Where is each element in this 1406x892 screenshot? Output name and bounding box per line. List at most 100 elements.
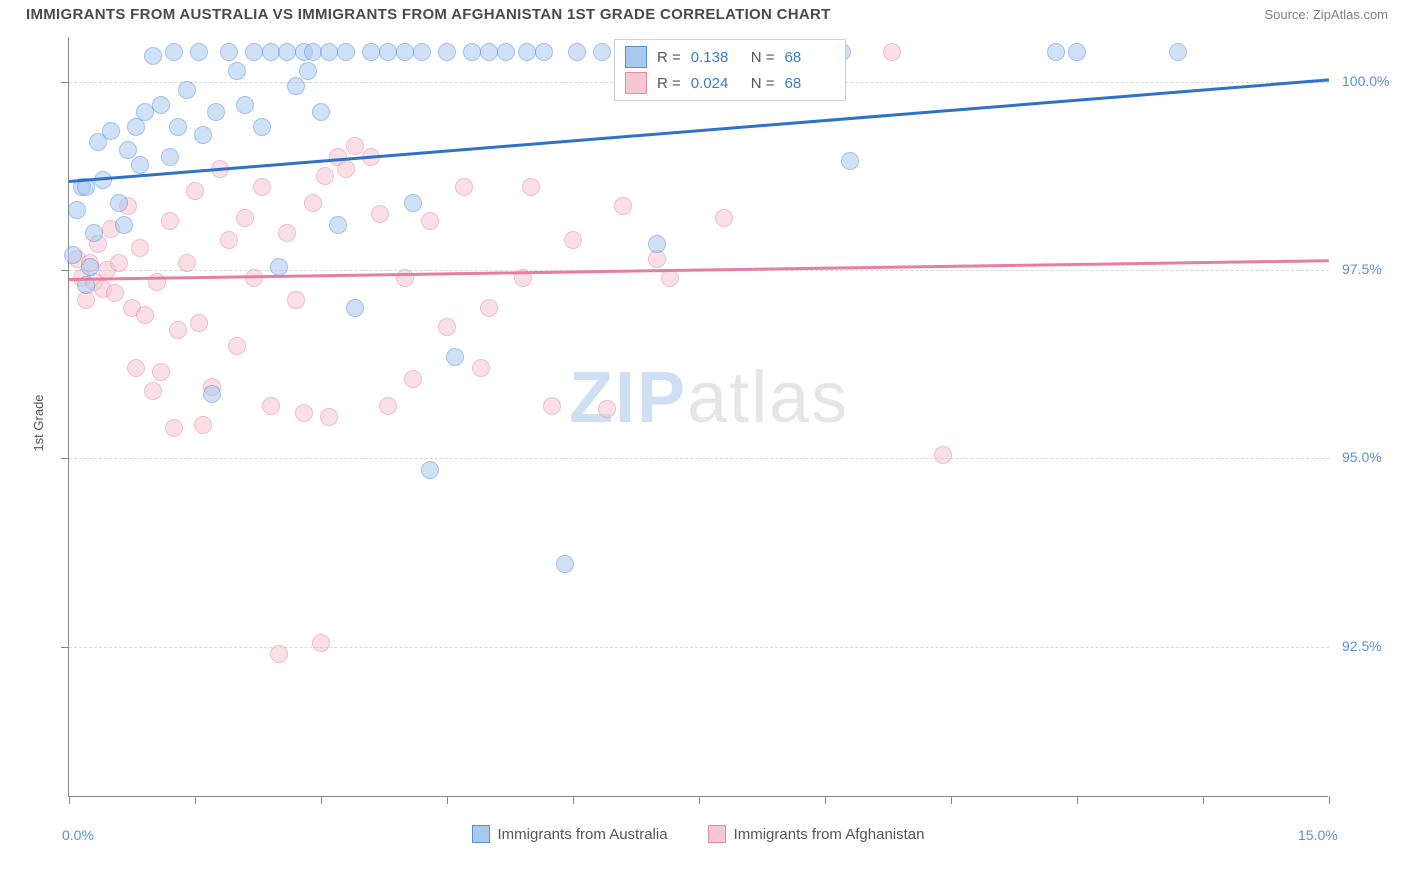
scatter-point-australia bbox=[463, 43, 481, 61]
scatter-point-australia bbox=[245, 43, 263, 61]
legend-swatch-australia bbox=[625, 46, 647, 68]
scatter-point-afghanistan bbox=[715, 209, 733, 227]
scatter-point-australia bbox=[362, 43, 380, 61]
scatter-point-afghanistan bbox=[934, 446, 952, 464]
gridline-horizontal bbox=[69, 647, 1329, 648]
scatter-point-australia bbox=[379, 43, 397, 61]
scatter-point-australia bbox=[165, 43, 183, 61]
scatter-point-australia bbox=[421, 461, 439, 479]
y-tick-label: 92.5% bbox=[1342, 638, 1382, 654]
scatter-point-afghanistan bbox=[295, 404, 313, 422]
scatter-point-afghanistan bbox=[278, 224, 296, 242]
scatter-point-australia bbox=[194, 126, 212, 144]
scatter-point-australia bbox=[203, 385, 221, 403]
scatter-point-australia bbox=[312, 103, 330, 121]
stat-n-label: N = bbox=[751, 49, 775, 66]
scatter-point-australia bbox=[178, 81, 196, 99]
scatter-point-australia bbox=[68, 201, 86, 219]
watermark-zip: ZIP bbox=[569, 358, 687, 438]
scatter-point-australia bbox=[220, 43, 238, 61]
scatter-point-australia bbox=[480, 43, 498, 61]
scatter-point-afghanistan bbox=[480, 299, 498, 317]
y-axis-label: 1st Grade bbox=[31, 394, 46, 451]
scatter-point-australia bbox=[102, 122, 120, 140]
title-bar: IMMIGRANTS FROM AUSTRALIA VS IMMIGRANTS … bbox=[0, 0, 1406, 29]
legend-label-australia: Immigrants from Australia bbox=[498, 826, 668, 843]
stat-n-value-b: 68 bbox=[785, 75, 835, 92]
scatter-point-australia bbox=[278, 43, 296, 61]
stats-box: R = 0.138 N = 68 R = 0.024 N = 68 bbox=[614, 39, 846, 101]
x-tick-label: 0.0% bbox=[62, 827, 94, 843]
scatter-point-australia bbox=[270, 258, 288, 276]
scatter-point-australia bbox=[346, 299, 364, 317]
scatter-point-afghanistan bbox=[194, 416, 212, 434]
legend-swatch-afghanistan bbox=[625, 72, 647, 94]
scatter-point-afghanistan bbox=[169, 321, 187, 339]
scatter-point-afghanistan bbox=[472, 359, 490, 377]
scatter-point-australia bbox=[446, 348, 464, 366]
scatter-point-australia bbox=[169, 118, 187, 136]
scatter-point-afghanistan bbox=[438, 318, 456, 336]
scatter-point-afghanistan bbox=[598, 400, 616, 418]
legend-item-australia: Immigrants from Australia bbox=[472, 825, 668, 843]
scatter-point-afghanistan bbox=[304, 194, 322, 212]
scatter-point-australia bbox=[236, 96, 254, 114]
scatter-point-australia bbox=[287, 77, 305, 95]
scatter-point-afghanistan bbox=[564, 231, 582, 249]
scatter-point-afghanistan bbox=[144, 382, 162, 400]
stats-row-a: R = 0.138 N = 68 bbox=[625, 44, 835, 70]
scatter-point-afghanistan bbox=[186, 182, 204, 200]
scatter-point-australia bbox=[299, 62, 317, 80]
scatter-point-australia bbox=[396, 43, 414, 61]
scatter-point-australia bbox=[262, 43, 280, 61]
scatter-point-australia bbox=[207, 103, 225, 121]
scatter-point-afghanistan bbox=[190, 314, 208, 332]
legend-swatch-icon bbox=[472, 825, 490, 843]
stat-n-label: N = bbox=[751, 75, 775, 92]
stat-r-label: R = bbox=[657, 75, 681, 92]
scatter-point-afghanistan bbox=[316, 167, 334, 185]
scatter-point-australia bbox=[119, 141, 137, 159]
scatter-point-afghanistan bbox=[320, 408, 338, 426]
scatter-point-afghanistan bbox=[337, 160, 355, 178]
scatter-point-australia bbox=[568, 43, 586, 61]
scatter-point-australia bbox=[152, 96, 170, 114]
plot-area: ZIPatlas R = 0.138 N = 68 R = 0.024 N = … bbox=[68, 37, 1328, 797]
scatter-point-australia bbox=[337, 43, 355, 61]
scatter-point-afghanistan bbox=[178, 254, 196, 272]
scatter-point-afghanistan bbox=[346, 137, 364, 155]
scatter-point-australia bbox=[115, 216, 133, 234]
stat-n-value-a: 68 bbox=[785, 49, 835, 66]
scatter-point-australia bbox=[253, 118, 271, 136]
scatter-point-australia bbox=[329, 216, 347, 234]
scatter-point-australia bbox=[320, 43, 338, 61]
stat-r-label: R = bbox=[657, 49, 681, 66]
scatter-point-australia bbox=[438, 43, 456, 61]
scatter-point-afghanistan bbox=[883, 43, 901, 61]
scatter-point-australia bbox=[518, 43, 536, 61]
scatter-point-australia bbox=[64, 246, 82, 264]
scatter-point-australia bbox=[648, 235, 666, 253]
scatter-point-afghanistan bbox=[165, 419, 183, 437]
scatter-point-australia bbox=[131, 156, 149, 174]
scatter-point-afghanistan bbox=[136, 306, 154, 324]
watermark: ZIPatlas bbox=[569, 357, 849, 439]
scatter-point-australia bbox=[593, 43, 611, 61]
bottom-legend: Immigrants from Australia Immigrants fro… bbox=[68, 825, 1328, 843]
y-tick-label: 95.0% bbox=[1342, 449, 1382, 465]
chart-container: 1st Grade ZIPatlas R = 0.138 N = 68 R = … bbox=[68, 37, 1388, 809]
scatter-point-australia bbox=[404, 194, 422, 212]
legend-item-afghanistan: Immigrants from Afghanistan bbox=[708, 825, 925, 843]
scatter-point-australia bbox=[1068, 43, 1086, 61]
legend-swatch-icon bbox=[708, 825, 726, 843]
stats-row-b: R = 0.024 N = 68 bbox=[625, 70, 835, 96]
source-attribution: Source: ZipAtlas.com bbox=[1264, 7, 1388, 22]
scatter-point-australia bbox=[190, 43, 208, 61]
scatter-point-australia bbox=[110, 194, 128, 212]
watermark-atlas: atlas bbox=[687, 358, 849, 438]
scatter-point-australia bbox=[1169, 43, 1187, 61]
scatter-point-australia bbox=[144, 47, 162, 65]
scatter-point-afghanistan bbox=[312, 634, 330, 652]
chart-title: IMMIGRANTS FROM AUSTRALIA VS IMMIGRANTS … bbox=[26, 6, 831, 23]
scatter-point-afghanistan bbox=[106, 284, 124, 302]
